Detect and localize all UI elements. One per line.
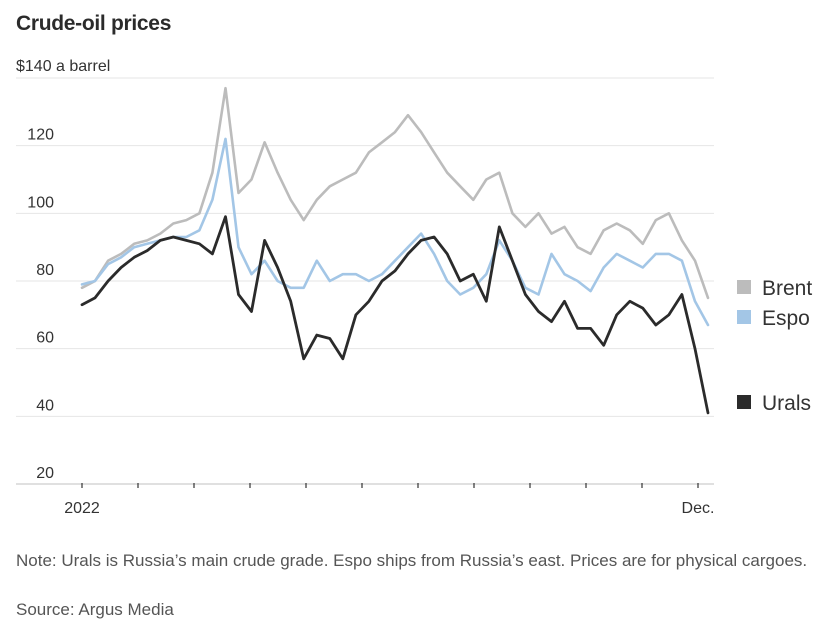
series-line-brent (80, 86, 710, 300)
legend-label: Espo (762, 307, 810, 330)
x-tick-label: Dec. (682, 500, 715, 517)
legend-swatch-urals (737, 395, 751, 409)
chart-note: Note: Urals is Russia’s main crude grade… (16, 551, 808, 570)
y-tick-label: 40 (36, 397, 54, 414)
legend-swatch-brent (737, 280, 751, 294)
chart-source: Source: Argus Media (16, 600, 174, 619)
legend-item-urals: Urals (737, 392, 811, 415)
line-chart: 20 40 60 80 100 120 2022 Dec. Brent Espo Urals (16, 77, 812, 517)
legend-item-espo: Espo (737, 307, 810, 330)
x-axis: 2022 Dec. (64, 483, 714, 517)
legend-swatch-espo (737, 310, 751, 324)
y-tick-label: 80 (36, 262, 54, 279)
y-tick-label: 20 (36, 465, 54, 482)
y-tick-label: 60 (36, 330, 54, 347)
chart-title: Crude-oil prices (16, 12, 172, 35)
gridlines (16, 77, 714, 485)
y-axis-ticks: 20 40 60 80 100 120 (27, 127, 54, 482)
legend-item-brent: Brent (737, 277, 812, 300)
legend: Brent Espo Urals (737, 277, 812, 415)
series-lines (80, 86, 710, 415)
y-tick-label: 120 (27, 127, 54, 144)
series-line-urals (80, 215, 710, 415)
y-axis-unit-label: $140 a barrel (16, 58, 111, 75)
legend-label: Brent (762, 277, 812, 300)
legend-label: Urals (762, 392, 811, 415)
y-tick-label: 100 (27, 194, 54, 211)
series-line-espo (80, 137, 710, 327)
x-tick-label: 2022 (64, 500, 100, 517)
